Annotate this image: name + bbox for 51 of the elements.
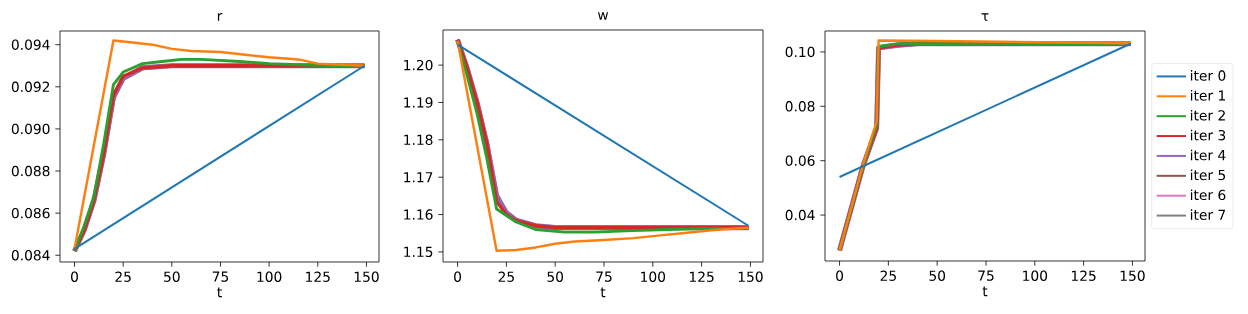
x-tick-label: 25 <box>880 270 896 281</box>
x-tick-label: 150 <box>1120 270 1145 281</box>
legend-label: iter 4 <box>1190 149 1226 161</box>
x-tick-label: 150 <box>738 271 763 282</box>
y-tick-label: 1.18 <box>404 134 433 146</box>
legend-label: iter 5 <box>1190 169 1226 181</box>
x-tick-label: 125 <box>306 271 330 282</box>
y-tick-label: 0.094 <box>11 39 50 50</box>
legend-label: iter 0 <box>1190 70 1226 81</box>
x-tick-label: 50 <box>164 271 180 282</box>
y-tick-label: 0.10 <box>785 46 815 58</box>
x-tick-label: 100 <box>257 271 282 282</box>
y-tick-label: 1.15 <box>404 246 433 258</box>
y-tick-label: 0.08 <box>785 101 815 112</box>
legend-label: iter 7 <box>1190 209 1226 220</box>
y-tick-label: 1.20 <box>404 59 433 71</box>
x-tick-label: 150 <box>354 271 379 282</box>
x-tick-label: 50 <box>929 270 946 281</box>
y-tick-label: 0.092 <box>11 81 50 93</box>
y-tick-label: 0.06 <box>785 155 815 166</box>
x-tick-label: 75 <box>596 271 612 282</box>
x-tick-label: 0 <box>454 271 462 282</box>
x-tick-label: 100 <box>1023 270 1048 281</box>
chart-title: τ <box>981 13 989 21</box>
x-tick-label: 75 <box>212 271 229 282</box>
x-tick-label: 75 <box>978 270 994 281</box>
x-tick-label: 125 <box>1071 270 1096 281</box>
x-tick-label: 125 <box>689 271 714 282</box>
x-tick-label: 100 <box>641 271 666 282</box>
x-axis-title: t <box>982 286 988 297</box>
legend-label: iter 2 <box>1190 109 1225 121</box>
y-tick-label: 0.086 <box>11 207 50 219</box>
x-axis-title: t <box>600 287 606 298</box>
x-tick-label: 25 <box>115 271 131 282</box>
x-tick-label: 0 <box>836 270 844 281</box>
x-axis-title: t <box>217 287 222 298</box>
chart-title: r <box>217 13 223 21</box>
y-tick-label: 0.090 <box>11 123 50 135</box>
x-tick-label: 50 <box>547 271 564 282</box>
legend-label: iter 6 <box>1190 189 1226 201</box>
y-tick-label: 1.16 <box>404 209 433 220</box>
y-tick-label: 0.088 <box>11 165 50 177</box>
x-tick-label: 25 <box>498 271 514 282</box>
y-tick-label: 0.084 <box>11 250 50 261</box>
y-tick-label: 1.17 <box>404 172 433 183</box>
x-tick-label: 0 <box>71 271 78 282</box>
legend-label: iter 3 <box>1190 129 1226 141</box>
chart-title: w <box>597 12 609 20</box>
legend-label: iter 1 <box>1190 90 1225 101</box>
y-tick-label: 1.19 <box>404 97 433 108</box>
y-tick-label: 0.04 <box>785 209 815 221</box>
